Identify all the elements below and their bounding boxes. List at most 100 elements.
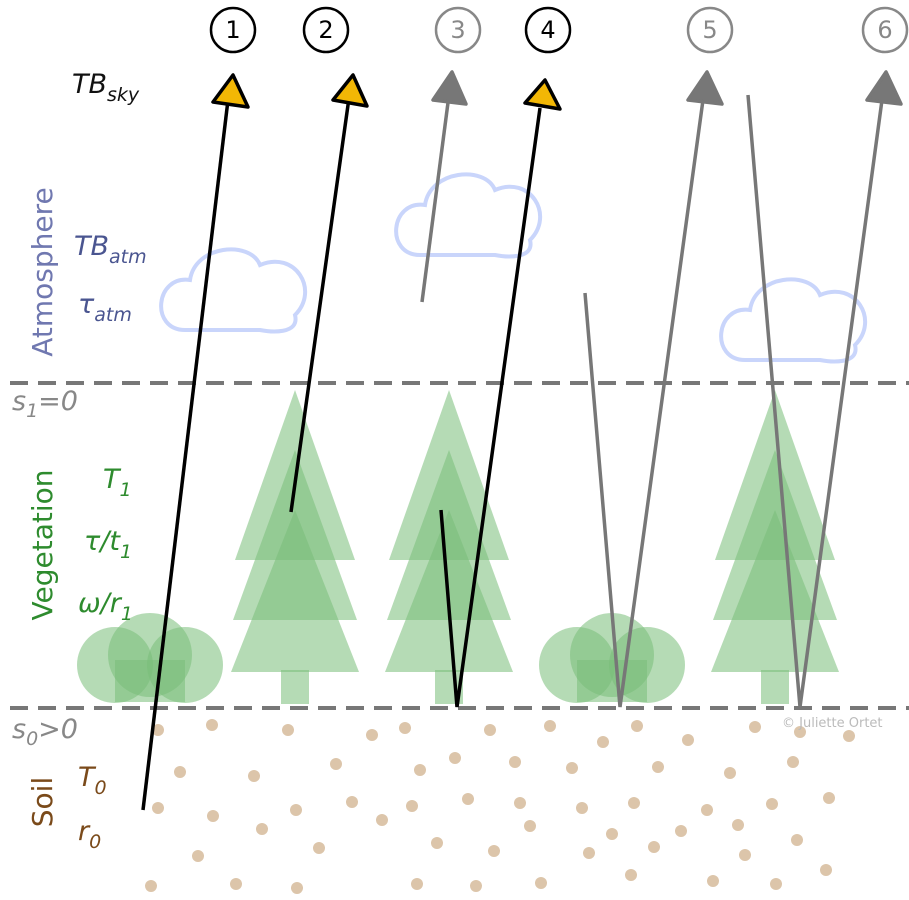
soil: Soil — [26, 777, 59, 827]
soil-dot — [514, 797, 526, 809]
soil-dot — [330, 758, 342, 770]
marker-number: 5 — [702, 16, 717, 44]
ray-6 — [746, 94, 884, 708]
soil-dot — [206, 719, 218, 731]
marker-circle — [686, 6, 734, 54]
tree-tier — [231, 510, 359, 672]
soil-dot — [174, 766, 186, 778]
tb-atm: TBatm — [74, 231, 147, 268]
soil-dots — [145, 719, 855, 894]
label-sub: 0 — [26, 728, 38, 750]
label: TB — [74, 231, 109, 262]
cloud — [719, 277, 868, 364]
soil-dot — [207, 810, 219, 822]
label: s — [12, 386, 26, 417]
s0: s0>0 — [12, 714, 78, 750]
label-sub: 0 — [95, 777, 107, 799]
marker-number: 3 — [450, 16, 465, 44]
tree-trunk — [281, 670, 309, 704]
soil-dot — [248, 770, 260, 782]
soil-dot — [484, 724, 496, 736]
soil-dot — [724, 767, 736, 779]
soil-dot — [652, 761, 664, 773]
soil-dot — [823, 792, 835, 804]
ray-2 — [289, 97, 351, 513]
label: τ/t — [84, 526, 121, 557]
soil-dot — [820, 864, 832, 876]
s1: s1=0 — [12, 386, 78, 422]
label-rest: =0 — [38, 386, 78, 417]
vegetation: Vegetation — [26, 470, 59, 621]
boundaries — [10, 381, 909, 710]
soil-dot — [230, 878, 242, 890]
soil-dot — [449, 752, 461, 764]
soil-dot — [625, 869, 637, 881]
soil-dot — [346, 796, 358, 808]
tree — [711, 390, 839, 704]
soil-dot — [766, 798, 778, 810]
ray-5 — [583, 99, 705, 708]
label: r — [78, 816, 91, 847]
arrowhead — [523, 78, 562, 111]
arrowheads — [211, 70, 903, 111]
soil-dot — [682, 734, 694, 746]
t1: T1 — [103, 464, 132, 501]
tb-sky: TBsky — [72, 69, 140, 106]
bush — [77, 613, 223, 703]
credit: © Juliette Ortet — [782, 716, 883, 731]
arrowhead — [211, 73, 250, 109]
soil-dot — [791, 834, 803, 846]
label: TB — [72, 69, 107, 100]
soil-dot — [794, 726, 806, 738]
soil-dot — [583, 847, 595, 859]
soil-dot — [576, 802, 588, 814]
soil-dot — [535, 877, 547, 889]
label-sub: 1 — [26, 400, 38, 422]
soil-dot — [411, 878, 423, 890]
label-sub: 0 — [89, 831, 101, 853]
label-rest: >0 — [38, 714, 78, 745]
soil-dot — [290, 804, 302, 816]
soil-dot — [462, 793, 474, 805]
soil-dot — [787, 756, 799, 768]
soil-dot — [192, 850, 204, 862]
tree — [231, 390, 359, 704]
soil-dot — [488, 845, 500, 857]
soil-dot — [770, 878, 782, 890]
soil-dot — [631, 720, 643, 732]
soil-dot — [749, 721, 761, 733]
soil-dot — [406, 800, 418, 812]
ray-1 — [141, 99, 230, 811]
marker-number: 4 — [540, 16, 555, 44]
marker-circle — [524, 6, 572, 54]
clouds — [159, 172, 868, 364]
arrowhead — [431, 70, 468, 106]
marker-circle — [434, 6, 482, 54]
soil-dot — [701, 804, 713, 816]
soil-dot — [524, 820, 536, 832]
soil-dot — [606, 828, 618, 840]
cloud — [159, 247, 308, 334]
soil-dot — [145, 880, 157, 892]
soil-dot — [431, 837, 443, 849]
bush — [539, 613, 685, 703]
label-sub: 1 — [120, 541, 132, 563]
soil-dot — [675, 825, 687, 837]
marker-circle — [302, 6, 350, 54]
ray-4 — [439, 107, 542, 708]
soil-dot — [291, 882, 303, 894]
tau-atm: τatm — [78, 289, 132, 326]
soil-dot — [544, 720, 556, 732]
arrowhead — [331, 73, 369, 108]
soil-dot — [739, 849, 751, 861]
label-sub: 1 — [120, 479, 132, 501]
marker-circle — [861, 6, 909, 54]
soil-dot — [282, 724, 294, 736]
soil-dot — [152, 802, 164, 814]
marker-number: 6 — [877, 16, 892, 44]
tree-tier — [711, 510, 839, 672]
tau-t1: τ/t1 — [84, 526, 132, 563]
vegetation-shapes — [77, 390, 839, 704]
atmosphere: Atmosphere — [26, 187, 59, 357]
